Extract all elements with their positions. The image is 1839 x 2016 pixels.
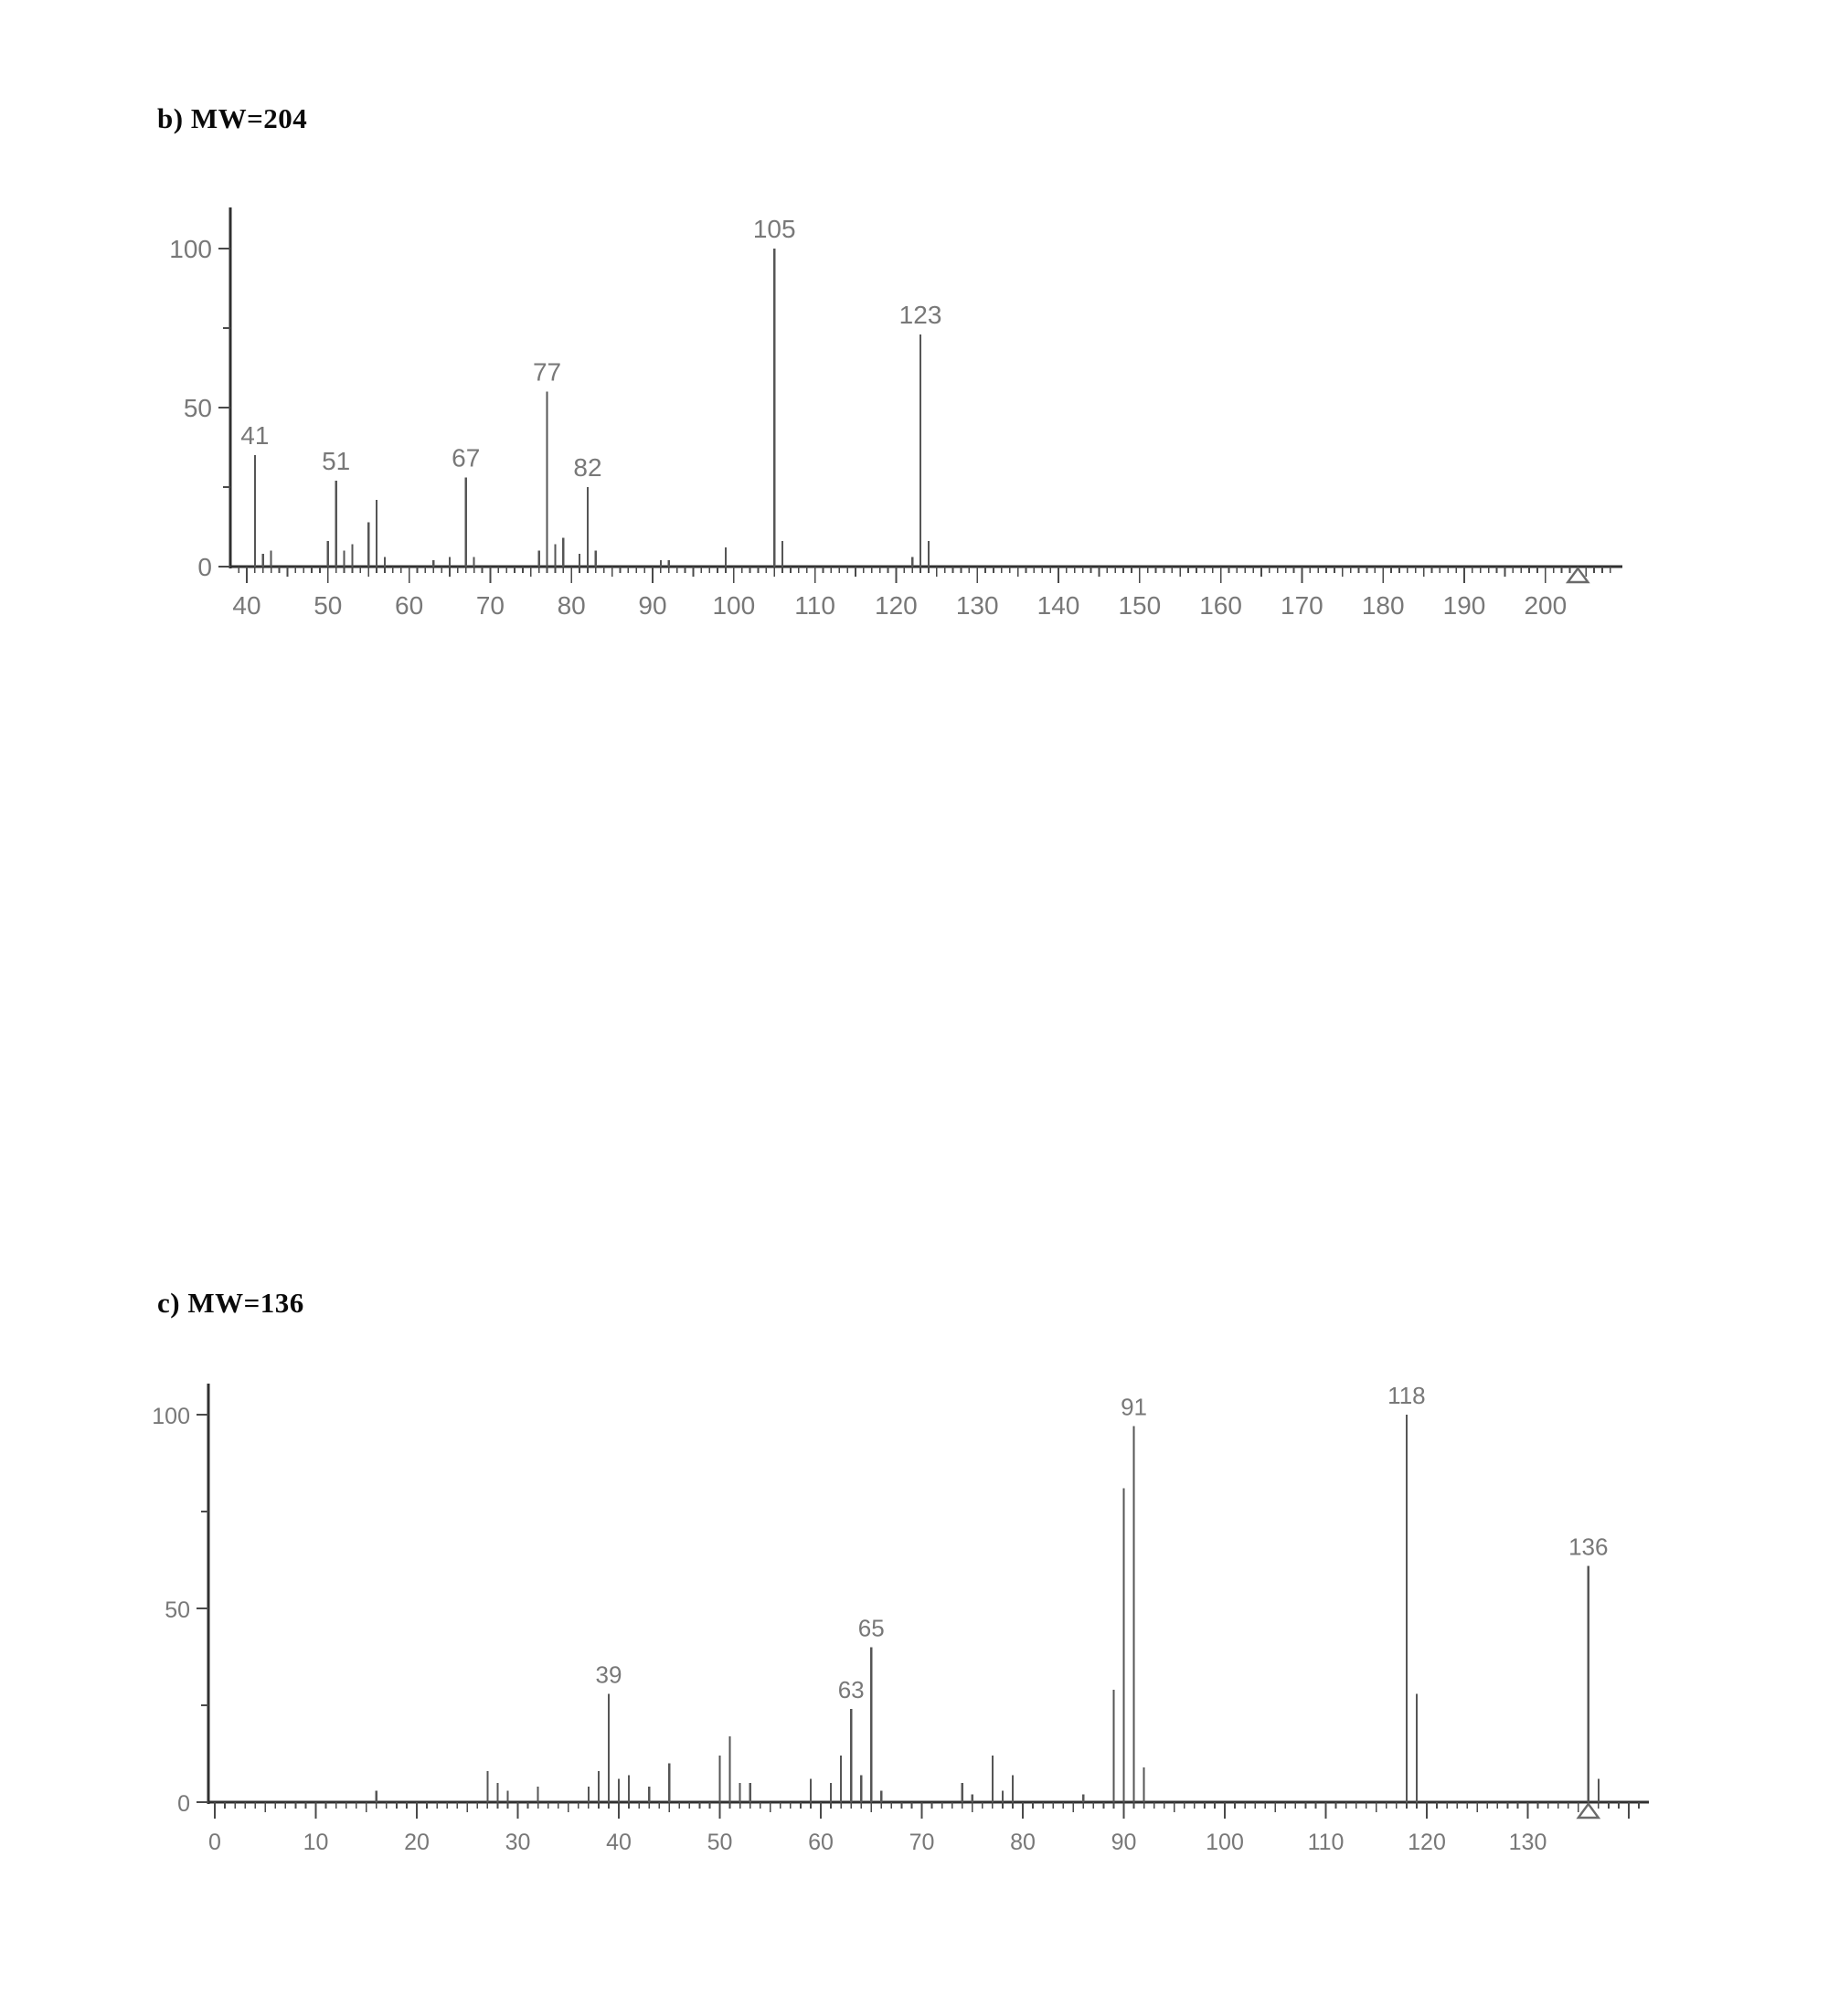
x-tick-label: 80 xyxy=(1010,1830,1036,1855)
x-tick-label: 150 xyxy=(1118,591,1161,620)
x-tick-label: 90 xyxy=(1111,1830,1137,1855)
y-tick-label: 100 xyxy=(169,235,212,263)
x-tick-label: 40 xyxy=(606,1830,632,1855)
x-tick-label: 160 xyxy=(1199,591,1242,620)
y-tick-label: 50 xyxy=(184,394,212,422)
x-tick-label: 130 xyxy=(1509,1830,1547,1855)
y-tick-label: 0 xyxy=(197,553,212,581)
peak-label-105: 105 xyxy=(753,215,796,243)
x-tick-label: 120 xyxy=(1408,1830,1446,1855)
chart-c-title: c) MW=136 xyxy=(157,1287,304,1319)
chart-b-title: b) MW=204 xyxy=(157,102,308,134)
x-tick-label: 20 xyxy=(404,1830,430,1855)
molecular-ion-marker xyxy=(1576,1801,1601,1820)
x-tick-label: 100 xyxy=(1206,1830,1244,1855)
peak-label-67: 67 xyxy=(452,444,480,472)
x-tick-label: 190 xyxy=(1443,591,1486,620)
peak-label-63: 63 xyxy=(838,1676,865,1703)
x-tick-label: 50 xyxy=(314,591,342,620)
x-tick-label: 110 xyxy=(794,591,835,620)
x-tick-label: 130 xyxy=(956,591,999,620)
chart-b-mass-spectrum: 40 50 60 70 80 90 100 110 120 130 140 150 160 170 180 1… xyxy=(169,207,1623,620)
x-tick-label: 120 xyxy=(875,591,918,620)
x-tick-label: 10 xyxy=(303,1830,329,1855)
x-tick-label: 90 xyxy=(638,591,666,620)
x-tick-label: 60 xyxy=(808,1830,834,1855)
x-tick-label: 140 xyxy=(1037,591,1080,620)
peak-label-136: 136 xyxy=(1568,1533,1608,1560)
chart-c-mass-spectrum: 0 10 20 30 40 50 60 70 80 90 100 110 120 130 0 50 100 39 6… xyxy=(152,1382,1650,1855)
peak-label-123: 123 xyxy=(899,301,942,329)
x-tick-label: 40 xyxy=(232,591,260,620)
x-tick-label: 30 xyxy=(505,1830,531,1855)
y-tick-label: 100 xyxy=(152,1404,190,1429)
x-tick-label: 110 xyxy=(1308,1830,1345,1855)
molecular-ion-marker xyxy=(1565,566,1590,584)
x-tick-label: 100 xyxy=(712,591,755,620)
peak-label-65: 65 xyxy=(858,1614,885,1641)
x-tick-label: 170 xyxy=(1281,591,1323,620)
peak-label-118: 118 xyxy=(1387,1382,1425,1409)
peak-label-51: 51 xyxy=(322,447,350,475)
x-tick-label: 70 xyxy=(476,591,505,620)
x-tick-label: 180 xyxy=(1362,591,1405,620)
peak-label-77: 77 xyxy=(533,358,561,387)
x-tick-label: 80 xyxy=(558,591,586,620)
peak-label-39: 39 xyxy=(595,1661,622,1688)
x-tick-label: 60 xyxy=(395,591,423,620)
peak-label-82: 82 xyxy=(573,453,601,482)
peak-label-41: 41 xyxy=(240,421,269,450)
y-tick-label: 50 xyxy=(165,1597,190,1623)
y-tick-label: 0 xyxy=(177,1791,190,1817)
peak-label-91: 91 xyxy=(1121,1394,1147,1421)
x-tick-label: 0 xyxy=(208,1830,221,1855)
x-tick-label: 50 xyxy=(707,1830,733,1855)
x-tick-label: 70 xyxy=(909,1830,935,1855)
x-tick-label: 200 xyxy=(1524,591,1567,620)
